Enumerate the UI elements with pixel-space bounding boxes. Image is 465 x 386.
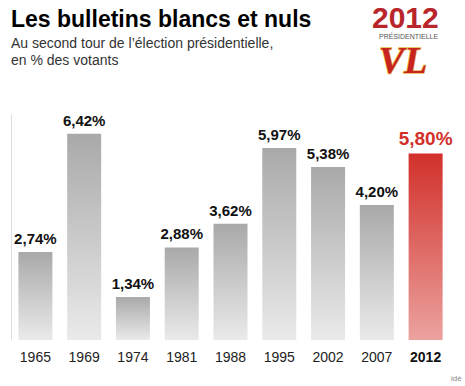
svg-text:5,38%: 5,38% [307, 145, 350, 162]
svg-text:Les bulletins blancs et nuls: Les bulletins blancs et nuls [11, 6, 311, 32]
svg-text:1995: 1995 [264, 349, 295, 365]
svg-text:3,62%: 3,62% [209, 202, 252, 219]
svg-text:1965: 1965 [20, 349, 51, 365]
svg-text:5,80%: 5,80% [399, 128, 453, 149]
svg-text:5,97%: 5,97% [258, 126, 301, 143]
svg-text:2012: 2012 [372, 1, 439, 34]
svg-text:Au second tour de l’élection p: Au second tour de l’élection présidentie… [11, 35, 273, 51]
svg-text:4,20%: 4,20% [356, 183, 399, 200]
svg-text:2007: 2007 [361, 349, 392, 365]
svg-text:en % des votants: en % des votants [11, 52, 118, 68]
svg-text:1,34%: 1,34% [112, 275, 155, 292]
svg-text:1974: 1974 [117, 349, 148, 365]
svg-text:idé: idé [451, 374, 462, 383]
svg-text:2,74%: 2,74% [14, 230, 57, 247]
svg-text:2,88%: 2,88% [160, 225, 203, 242]
svg-text:6,42%: 6,42% [63, 112, 106, 129]
svg-text:1969: 1969 [69, 349, 100, 365]
svg-text:2012: 2012 [410, 349, 441, 365]
svg-text:1988: 1988 [215, 349, 246, 365]
svg-text:1981: 1981 [166, 349, 197, 365]
svg-text:2002: 2002 [312, 349, 343, 365]
svg-text:VL: VL [379, 39, 428, 81]
svg-text:PRÉSIDENTIELLE: PRÉSIDENTIELLE [379, 33, 439, 40]
